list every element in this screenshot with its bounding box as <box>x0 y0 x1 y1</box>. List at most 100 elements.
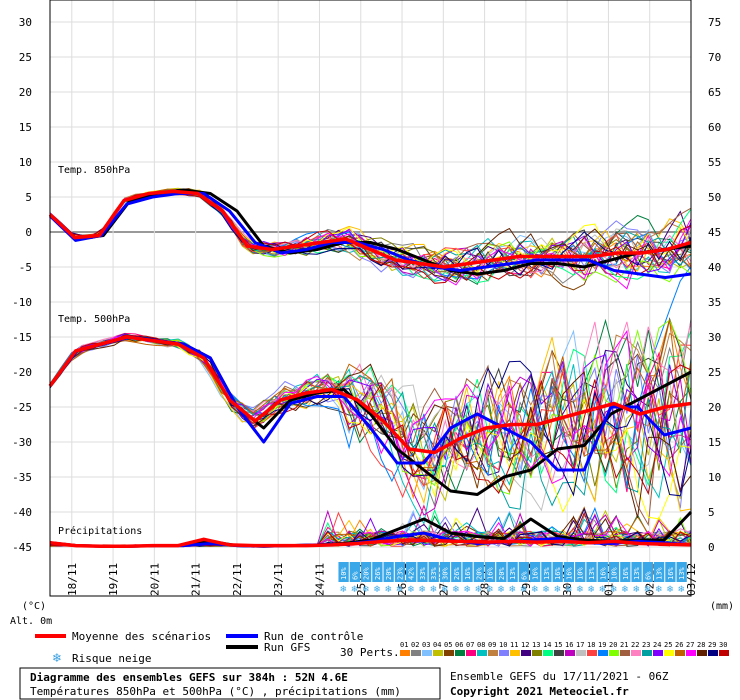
snow-risk-pct: 6% <box>351 571 359 580</box>
date-tick-label: 19/11 <box>107 563 120 596</box>
snow-risk-pct: 16% <box>565 567 573 580</box>
pert-number: 12 <box>521 641 529 649</box>
t500-panel-label: Temp. 500hPa <box>58 314 130 325</box>
snow-risk-cell <box>575 562 586 582</box>
snow-risk-cell <box>620 562 631 582</box>
precip-panel-label: Précipitations <box>58 525 142 537</box>
legend: Moyenne des scénarios Run de contrôle Ru… <box>35 630 729 665</box>
snow-risk-cell <box>676 562 687 582</box>
snow-flake-mark: ❄ <box>441 585 449 595</box>
snow-risk-cell <box>428 562 439 582</box>
left-tick-label: -5 <box>19 261 32 274</box>
pert-swatch <box>642 650 652 656</box>
series-line-t500 <box>48 335 692 496</box>
snow-risk-pct: 42% <box>408 567 416 580</box>
pert-swatch <box>576 650 586 656</box>
snow-risk-pct: 16% <box>599 567 607 580</box>
perturbation-line <box>49 334 692 496</box>
left-tick-label: 25 <box>19 51 32 64</box>
snow-flake-mark: ❄ <box>508 585 516 595</box>
pert-number: 19 <box>598 641 606 649</box>
pert-swatch <box>697 650 707 656</box>
date-tick-label: 18/11 <box>66 563 79 596</box>
snow-flake-mark: ❄ <box>497 585 505 595</box>
perturbation-line <box>49 319 692 493</box>
pert-swatch <box>631 650 641 656</box>
right-tick-label: 75 <box>708 16 721 29</box>
snow-risk-cell <box>653 562 665 582</box>
date-tick-label: 24/11 <box>313 563 326 596</box>
pert-number: 29 <box>708 641 716 649</box>
pert-swatch <box>455 650 465 656</box>
snow-flake-mark: ❄ <box>565 585 573 595</box>
pert-number: 13 <box>532 641 540 649</box>
snow-flake-mark: ❄ <box>610 585 618 595</box>
pert-number: 16 <box>565 641 573 649</box>
snow-flake-mark: ❄ <box>385 585 393 595</box>
pert-number: 01 <box>400 641 408 649</box>
snow-risk-pct: 16% <box>487 567 495 580</box>
snow-risk-cell <box>541 562 552 582</box>
snow-risk-pct: 26% <box>374 567 382 580</box>
pert-number: 21 <box>620 641 628 649</box>
snow-flake-mark: ❄ <box>644 585 652 595</box>
pert-swatch <box>422 650 432 656</box>
right-tick-label: 15 <box>708 436 721 449</box>
snow-risk-pct: 20% <box>475 567 483 580</box>
snow-flake-mark: ❄ <box>621 585 629 595</box>
pert-number: 08 <box>477 641 485 649</box>
pert-number: 23 <box>642 641 650 649</box>
right-tick-label: 60 <box>708 121 721 134</box>
snow-flake-mark: ❄ <box>475 585 483 595</box>
pert-number: 20 <box>609 641 617 649</box>
pert-number: 14 <box>543 641 551 649</box>
snow-risk-cell <box>484 562 496 582</box>
pert-swatch <box>532 650 542 656</box>
snow-flake-mark: ❄ <box>666 585 674 595</box>
left-tick-label: 30 <box>19 16 32 29</box>
snow-risk-cell <box>665 562 676 582</box>
pert-number: 22 <box>631 641 639 649</box>
perturbation-line <box>49 336 692 502</box>
snow-risk-pct: 30% <box>442 567 450 580</box>
snow-flake-mark: ❄ <box>587 585 595 595</box>
snow-risk-pct: 10% <box>340 567 348 580</box>
pert-number: 11 <box>510 641 518 649</box>
pert-swatch <box>565 650 575 656</box>
left-tick-label: 5 <box>25 191 32 204</box>
left-axis-unit: (°C) <box>22 601 46 612</box>
snow-risk-cell <box>586 562 597 582</box>
left-tick-label: 20 <box>19 86 32 99</box>
right-axis-unit: (mm) <box>710 601 734 612</box>
grid <box>50 0 692 596</box>
footer-subtitle: Températures 850hPa et 500hPa (°C) , pré… <box>30 685 401 698</box>
right-tick-label: 65 <box>708 86 721 99</box>
snow-risk-pct: 23% <box>396 567 404 580</box>
pert-swatch <box>510 650 520 656</box>
perturbation-legend: 01 02 03 04 05 06 07 08 09 10 11 12 13 14 15 16 17 18 19 20… <box>400 641 729 656</box>
pert-number: 05 <box>444 641 452 649</box>
snow-risk-cell <box>462 562 473 582</box>
snow-risk-pct: 20% <box>363 567 371 580</box>
snow-flake-mark: ❄ <box>452 585 460 595</box>
pert-number: 27 <box>686 641 694 649</box>
snow-risk-pct: 10% <box>577 567 585 580</box>
snow-risk-cell <box>552 562 563 582</box>
snow-risk-pct: 20% <box>385 567 393 580</box>
snow-risk-pct: 13% <box>543 567 551 580</box>
left-tick-label: -10 <box>12 296 32 309</box>
snow-flake-mark: ❄ <box>678 585 686 595</box>
snow-risk-pct: 13% <box>678 567 686 580</box>
legend-mean-label: Moyenne des scénarios <box>72 630 211 643</box>
snow-risk-cell <box>518 562 530 582</box>
snow-risk-cell <box>439 562 451 582</box>
pert-swatch <box>609 650 619 656</box>
pert-swatch <box>587 650 597 656</box>
pert-swatch <box>543 650 553 656</box>
footer-title: Diagramme des ensembles GEFS sur 384h : … <box>30 671 348 684</box>
snow-risk-cell <box>383 562 394 582</box>
snow-risk-strip: 10%❄6%❄20%❄26%❄20%❄23%❄42%❄33%❄33%❄30%❄2… <box>338 562 687 595</box>
snow-flake-mark: ❄ <box>418 585 426 595</box>
left-tick-label: -30 <box>12 436 32 449</box>
